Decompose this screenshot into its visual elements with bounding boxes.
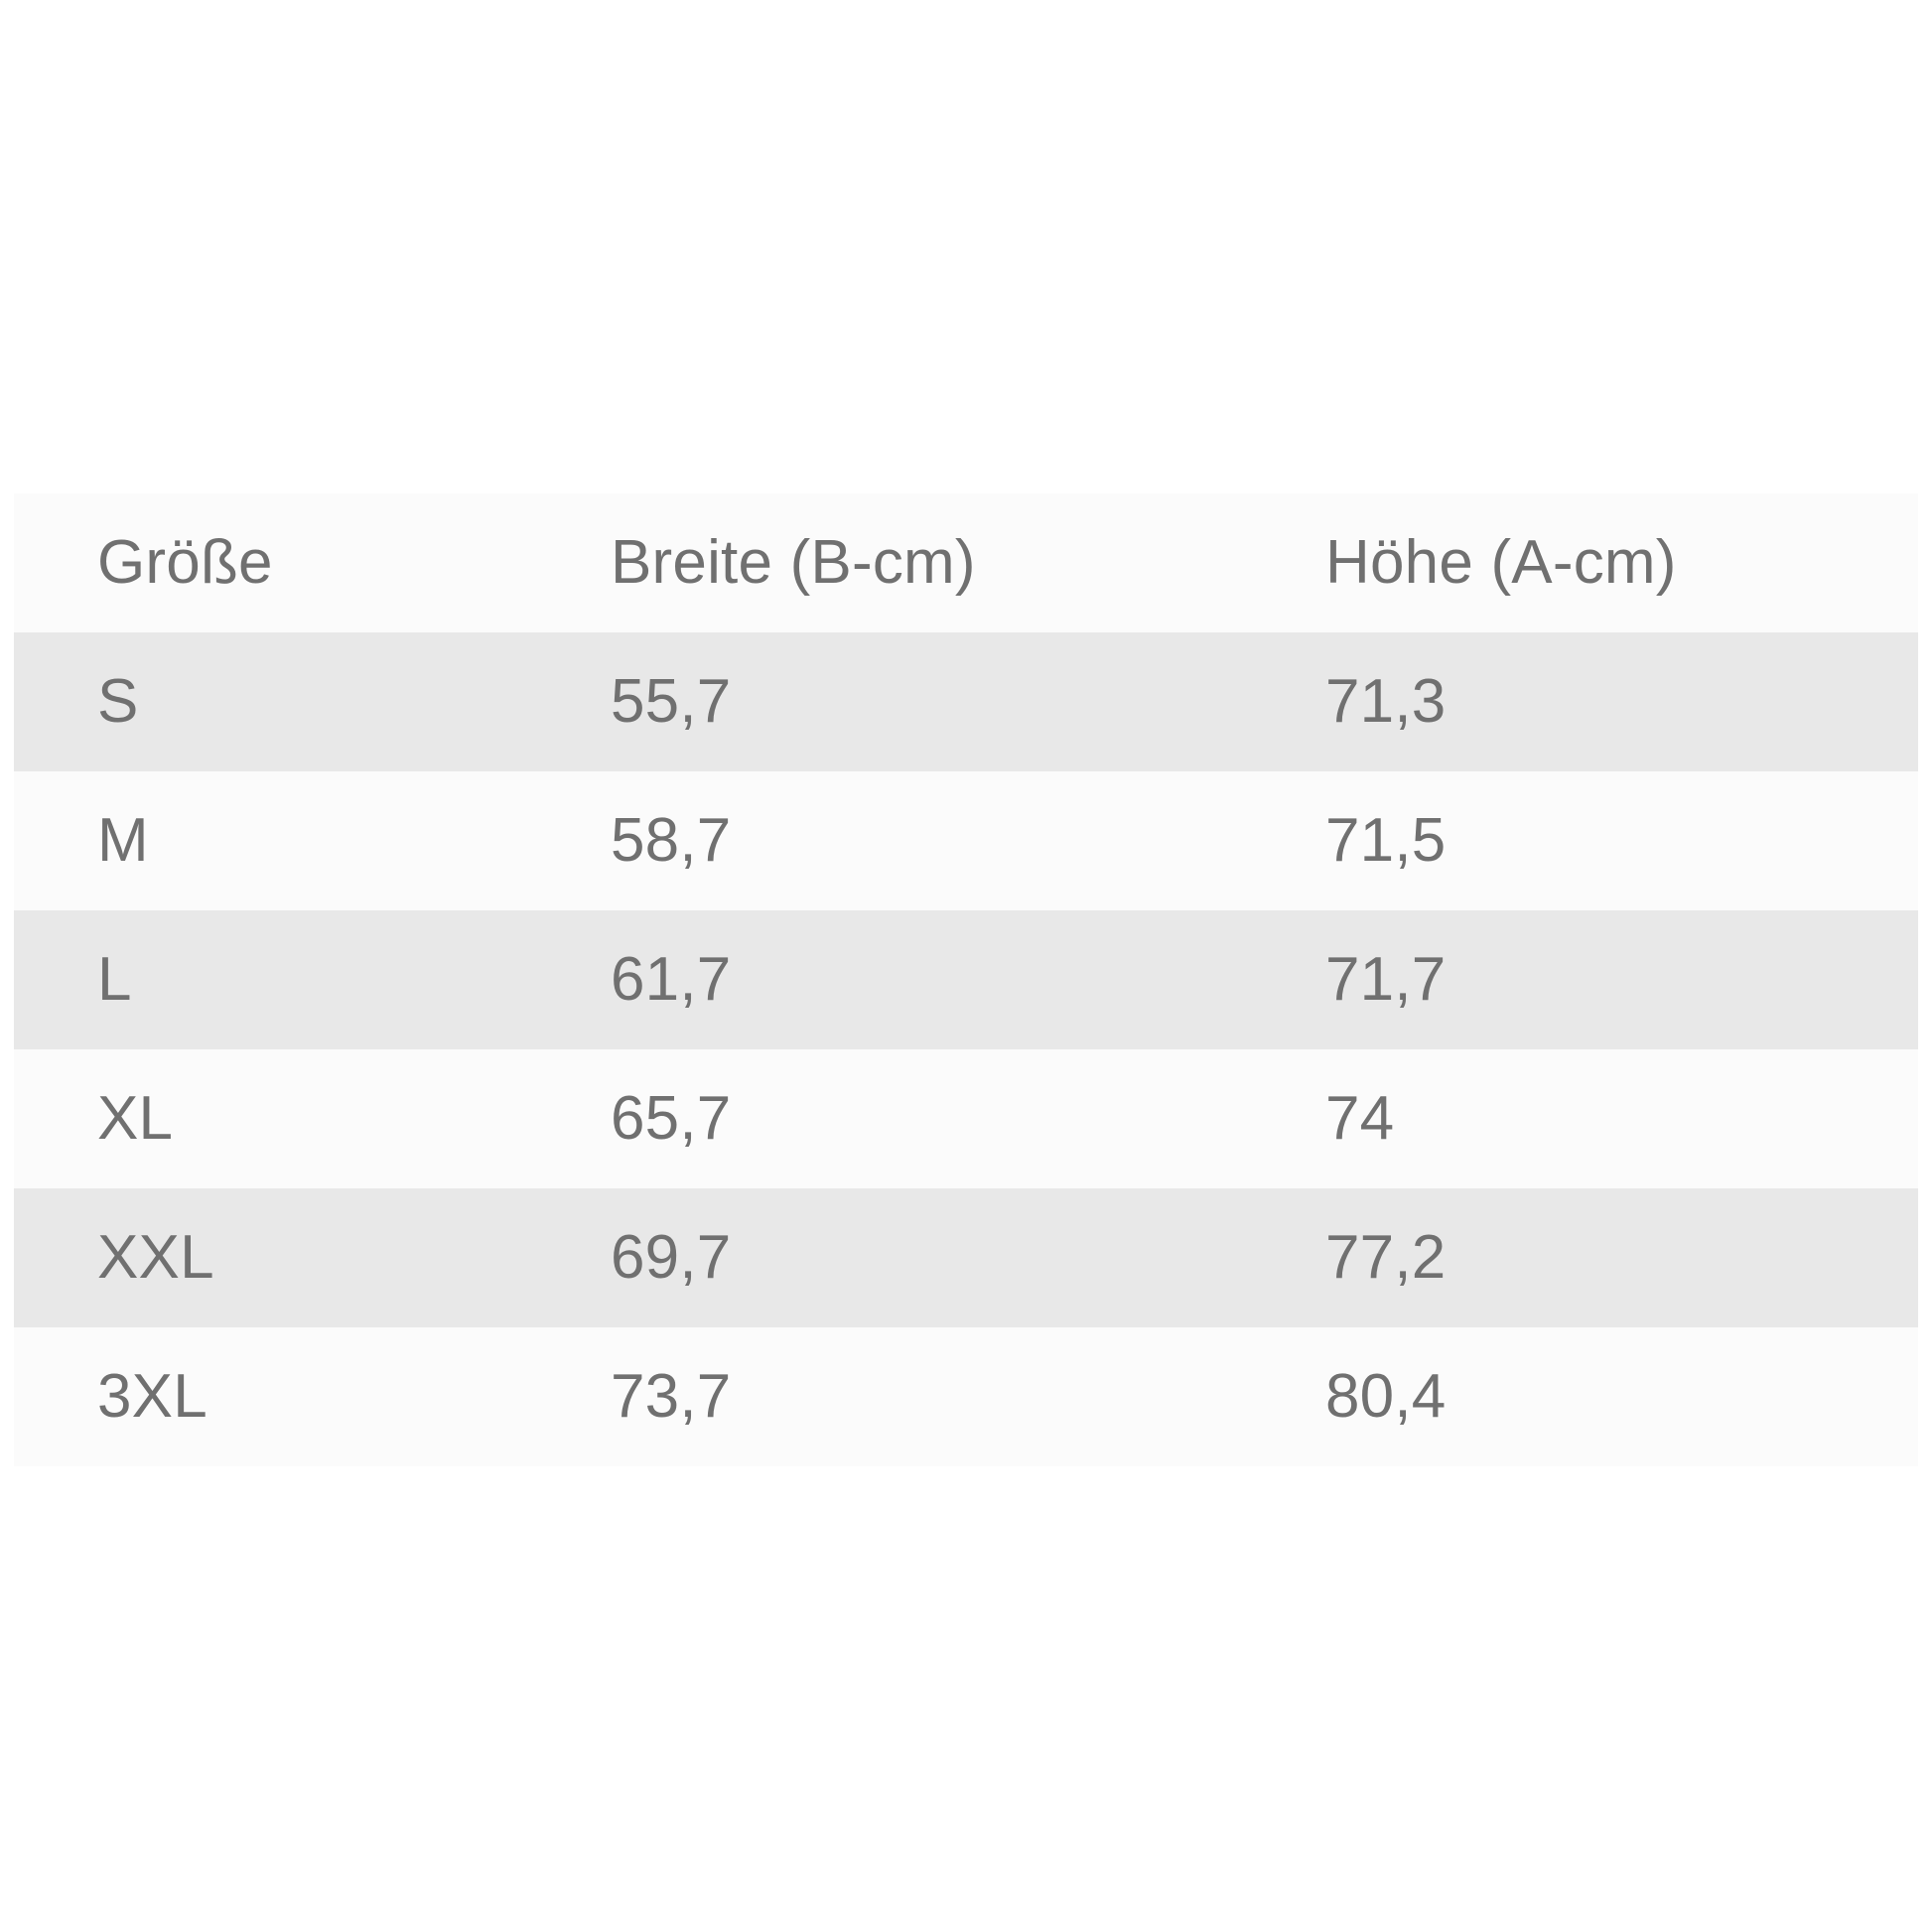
cell-width: 69,7 bbox=[611, 1222, 732, 1292]
cell-size: M bbox=[97, 805, 149, 875]
size-chart-table: Größe Breite (B-cm) Höhe (A-cm) S 55,7 7… bbox=[14, 493, 1918, 1466]
column-header-width: Breite (B-cm) bbox=[611, 527, 976, 597]
cell-size: S bbox=[97, 666, 139, 736]
table-row: XL 65,7 74 bbox=[14, 1049, 1918, 1188]
table-header: Größe Breite (B-cm) Höhe (A-cm) bbox=[14, 493, 1918, 632]
table-row: 3XL 73,7 80,4 bbox=[14, 1327, 1918, 1466]
cell-height: 77,2 bbox=[1325, 1222, 1447, 1292]
cell-size: 3XL bbox=[97, 1361, 207, 1431]
table-row: L 61,7 71,7 bbox=[14, 910, 1918, 1049]
cell-height: 71,5 bbox=[1325, 805, 1447, 875]
table-row: S 55,7 71,3 bbox=[14, 632, 1918, 771]
cell-width: 73,7 bbox=[611, 1361, 732, 1431]
cell-size: XXL bbox=[97, 1222, 214, 1292]
table-body: S 55,7 71,3 M 58,7 71,5 L 61,7 71,7 XL 6… bbox=[14, 632, 1918, 1466]
cell-width: 55,7 bbox=[611, 666, 732, 736]
cell-height: 74 bbox=[1325, 1083, 1395, 1153]
cell-width: 65,7 bbox=[611, 1083, 732, 1153]
cell-size: XL bbox=[97, 1083, 174, 1153]
cell-width: 61,7 bbox=[611, 944, 732, 1014]
table-header-row: Größe Breite (B-cm) Höhe (A-cm) bbox=[14, 493, 1918, 632]
table-row: XXL 69,7 77,2 bbox=[14, 1188, 1918, 1327]
cell-size: L bbox=[97, 944, 132, 1014]
cell-height: 71,3 bbox=[1325, 666, 1447, 736]
cell-width: 58,7 bbox=[611, 805, 732, 875]
cell-height: 71,7 bbox=[1325, 944, 1447, 1014]
column-header-size: Größe bbox=[97, 527, 273, 597]
cell-height: 80,4 bbox=[1325, 1361, 1447, 1431]
table-row: M 58,7 71,5 bbox=[14, 771, 1918, 910]
column-header-height: Höhe (A-cm) bbox=[1325, 527, 1677, 597]
